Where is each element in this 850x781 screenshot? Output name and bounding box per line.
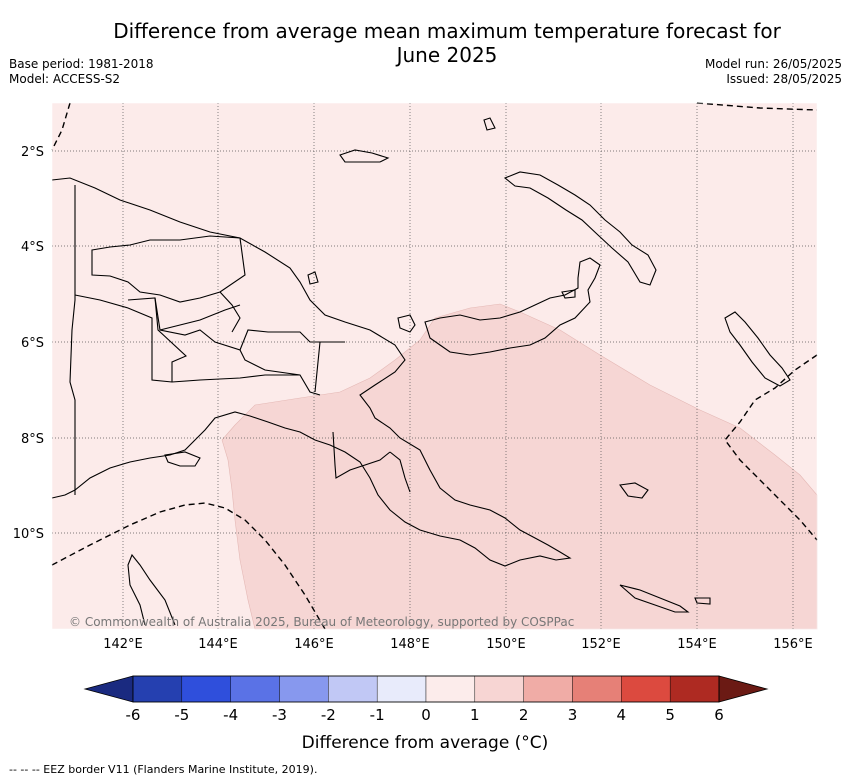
colorbar-tick-label: 5 xyxy=(665,706,675,724)
colorbar-cell xyxy=(425,675,476,703)
colorbar-tick-label: -2 xyxy=(321,706,336,724)
colorbar-cell xyxy=(328,675,378,703)
lat-label: 10°S xyxy=(13,527,44,542)
footer-legend: -- -- -- EEZ border V11 (Flanders Marine… xyxy=(9,763,318,776)
colorbar-extend-low xyxy=(83,675,134,703)
title-line-2: June 2025 xyxy=(396,43,498,67)
colorbar-cell xyxy=(474,675,524,703)
lon-label: 154°E xyxy=(677,637,717,652)
lat-label: 6°S xyxy=(21,336,44,351)
model-name: Model: ACCESS-S2 xyxy=(9,72,121,86)
colorbar-frame xyxy=(132,675,720,703)
lon-label: 150°E xyxy=(486,637,526,652)
colorbar-cell xyxy=(621,675,671,703)
colorbar-tick-label: -6 xyxy=(126,706,141,724)
colorbar-tick-label: -3 xyxy=(272,706,287,724)
title-line-1: Difference from average mean maximum tem… xyxy=(113,19,781,43)
graticule xyxy=(52,103,817,629)
meta-left: Base period: 1981-2018 Model: ACCESS-S2 xyxy=(9,57,154,87)
base-period: Base period: 1981-2018 xyxy=(9,57,154,71)
lon-label: 148°E xyxy=(390,637,430,652)
page-title: Difference from average mean maximum tem… xyxy=(60,19,834,67)
colorbar-tick-label: -4 xyxy=(223,706,238,724)
colorbar-cell xyxy=(572,675,622,703)
meta-right: Model run: 26/05/2025 Issued: 28/05/2025 xyxy=(705,57,842,87)
colorbar-tick-label: 2 xyxy=(519,706,529,724)
colorbar-cell xyxy=(181,675,231,703)
colorbar-tick-label: 1 xyxy=(470,706,480,724)
lon-label: 156°E xyxy=(773,637,813,652)
lat-label: 4°S xyxy=(21,240,44,255)
map-frame xyxy=(51,102,818,630)
eez-borders xyxy=(51,102,818,630)
colorbar-tick-label: -1 xyxy=(370,706,385,724)
latitude-labels: 2°S 4°S 6°S 8°S 10°S xyxy=(13,145,44,542)
colorbar: -6 -5 -4 -3 -2 -1 0 1 2 3 4 5 6 xyxy=(83,675,769,724)
colorbar-tick-label: 3 xyxy=(568,706,578,724)
copyright-notice: © Commonwealth of Australia 2025, Bureau… xyxy=(69,615,574,629)
lon-label: 142°E xyxy=(103,637,143,652)
land-outlines xyxy=(51,117,791,626)
colorbar-tick-label: 4 xyxy=(617,706,627,724)
colorbar-tick-label: -5 xyxy=(174,706,189,724)
lat-label: 2°S xyxy=(21,145,44,160)
colorbar-tick-label: 0 xyxy=(421,706,431,724)
colorbar-cell xyxy=(669,675,720,703)
colorbar-title: Difference from average (°C) xyxy=(301,733,549,753)
colorbar-cell xyxy=(523,675,573,703)
longitude-labels: 142°E 144°E 146°E 148°E 150°E 152°E 154°… xyxy=(103,637,813,652)
colorbar-tick-label: 6 xyxy=(714,706,724,724)
colorbar-cell xyxy=(279,675,329,703)
colorbar-cell xyxy=(376,675,427,703)
lat-label: 8°S xyxy=(21,432,44,447)
lon-label: 146°E xyxy=(294,637,334,652)
colorbar-cell xyxy=(132,675,183,703)
lon-label: 144°E xyxy=(198,637,238,652)
lon-label: 152°E xyxy=(581,637,621,652)
issued-date: Issued: 28/05/2025 xyxy=(726,72,842,86)
colorbar-extend-high xyxy=(718,675,769,703)
colorbar-cell xyxy=(230,675,280,703)
model-run: Model run: 26/05/2025 xyxy=(704,57,842,71)
